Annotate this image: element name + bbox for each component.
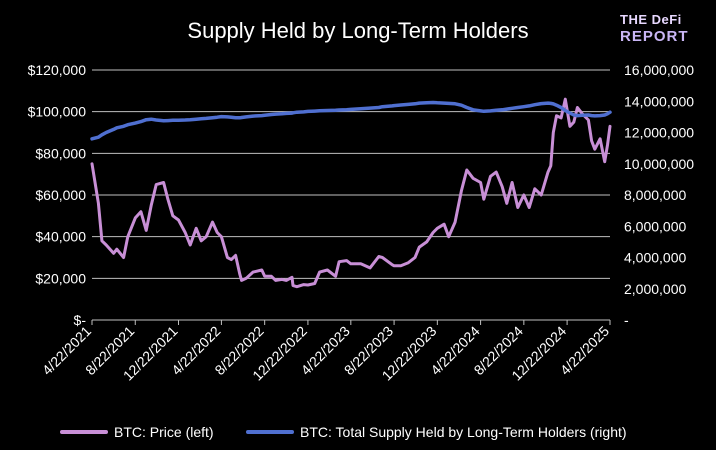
left-tick-label: $20,000 — [35, 270, 86, 286]
right-tick-label: 6,000,000 — [624, 218, 686, 234]
right-tick-label: 2,000,000 — [624, 281, 686, 297]
left-tick-label: $- — [74, 312, 87, 328]
brand-logo-line2: REPORT — [620, 28, 689, 45]
right-tick-label: 4,000,000 — [624, 250, 686, 266]
brand-logo-line1: THE DeFi — [620, 12, 682, 27]
right-tick-label: 8,000,000 — [624, 187, 686, 203]
right-axis: - 2,000,000 4,000,000 6,000,000 8,000,000 10,… — [624, 62, 694, 328]
left-axis: $- $20,000 $40,000 $60,000 $80,000 $100,000 $1… — [28, 62, 87, 328]
brand-logo: THE DeFi REPORT — [614, 8, 706, 48]
right-tick-label: 12,000,000 — [624, 125, 694, 141]
legend: BTC: Price (left) BTC: Total Supply Held … — [60, 424, 627, 440]
supply-series-line — [90, 100, 612, 141]
right-tick-label: - — [624, 312, 629, 328]
right-tick-label: 14,000,000 — [624, 93, 694, 109]
left-tick-label: $120,000 — [28, 62, 87, 78]
left-tick-label: $100,000 — [28, 104, 87, 120]
chart-title: Supply Held by Long-Term Holders — [187, 18, 528, 43]
left-tick-label: $60,000 — [35, 187, 86, 203]
legend-label: BTC: Price (left) — [114, 424, 214, 440]
left-tick-label: $80,000 — [35, 145, 86, 161]
legend-label: BTC: Total Supply Held by Long-Term Hold… — [300, 424, 627, 440]
price-series-line — [90, 97, 612, 289]
right-tick-label: 16,000,000 — [624, 62, 694, 78]
left-tick-label: $40,000 — [35, 229, 86, 245]
right-tick-label: 10,000,000 — [624, 156, 694, 172]
series-layer — [90, 97, 612, 289]
